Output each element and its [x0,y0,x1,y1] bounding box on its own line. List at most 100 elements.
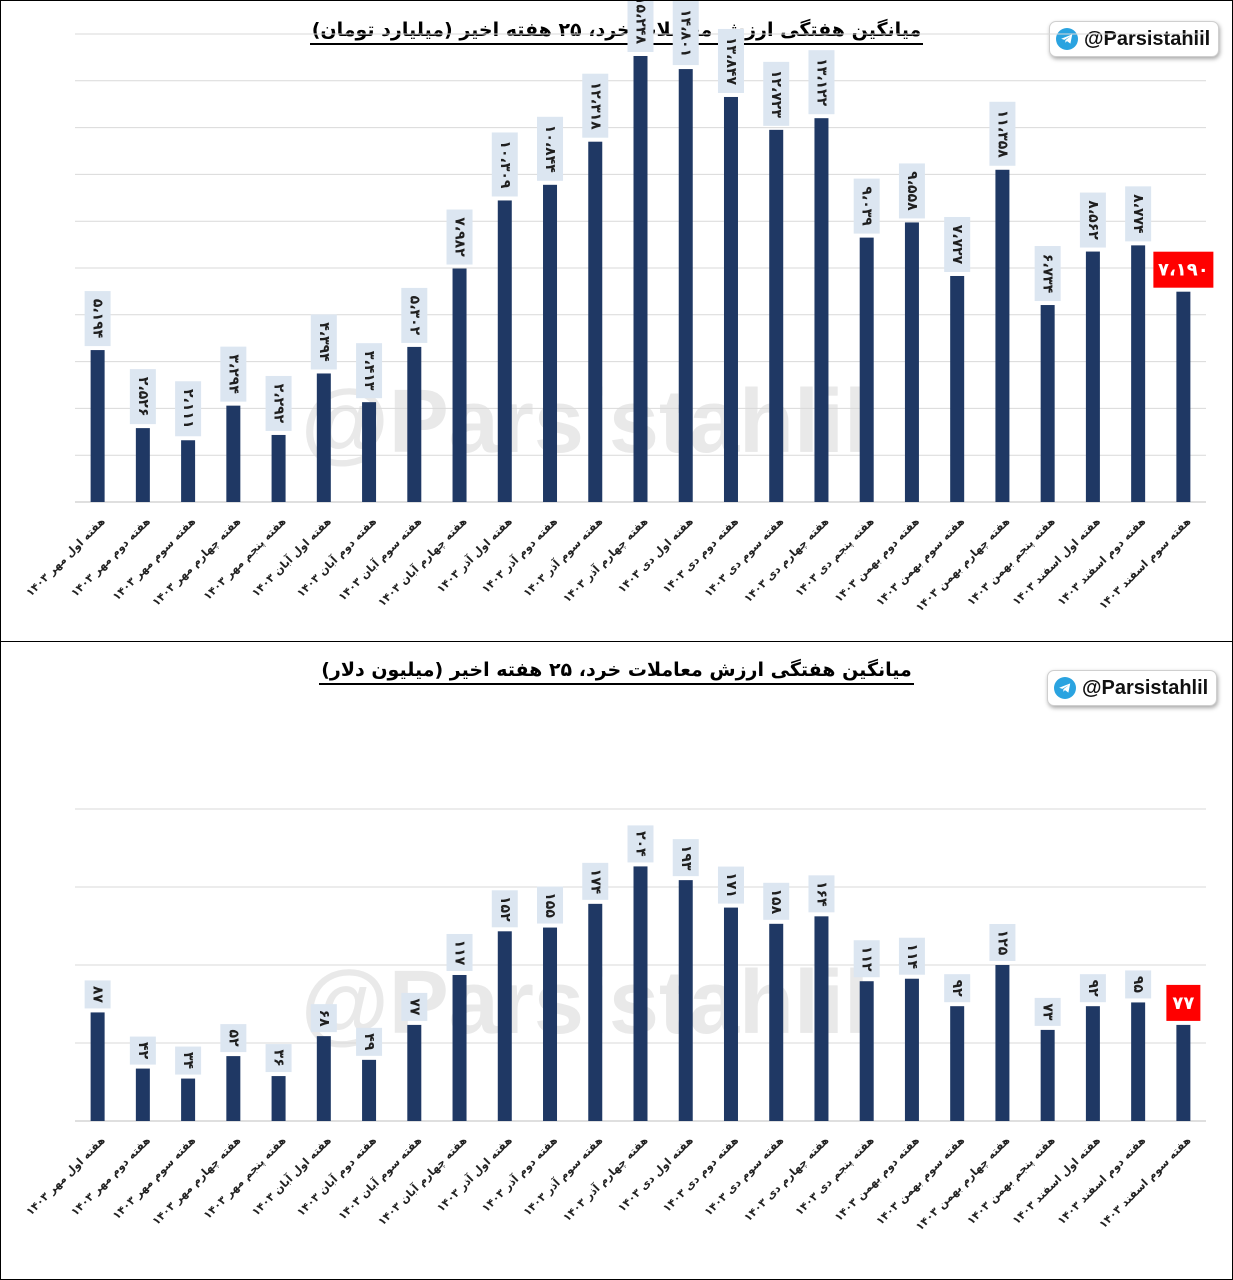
x-tick-label: هفته چهارم دی ۱۴۰۳ [741,515,831,605]
label-text: ۴۹ [361,1033,377,1051]
label-box [763,882,790,920]
bar [723,907,738,1121]
label-box [989,924,1016,961]
label-text: ۸،۷۷۴ [1130,194,1146,234]
label-text: ۱۵۸ [768,888,784,914]
data-label: ۹،۰۳۹ [853,178,880,234]
bar [904,978,919,1121]
data-label: ۱۰،۳۰۹ [491,132,518,197]
label-text: ۵۲ [225,1030,241,1048]
telegram-handle: @Parsistahlil [1084,27,1211,50]
telegram-badge[interactable]: @Parsistahlil [1049,21,1220,57]
data-label: ۱۷۱ [717,866,744,904]
label-text: ۲۰۴ [633,831,649,857]
label-box [717,866,744,904]
x-tick-label: هفته دوم بهمن ۱۴۰۳ [832,1134,922,1224]
label-box [310,314,337,370]
data-label: ۵۲ [220,1024,247,1053]
telegram-handle: @Parsistahlil [1082,676,1209,699]
x-tick-label: هفته سوم بهمن ۱۴۰۳ [874,1134,968,1228]
x-tick-label: هفته اول دی ۱۴۰۳ [615,1134,696,1215]
bar [950,1006,965,1121]
data-label: ۳۶ [265,1044,292,1073]
label-text: ۱۱۷ [452,940,468,966]
label-box [175,381,202,437]
data-label: ۳،۲۹۴ [220,346,247,402]
data-label: ۵،۳۰۲ [401,287,428,343]
label-box [582,862,609,900]
label-box [265,1044,292,1073]
label-text: ۱۰،۳۰۹ [497,140,513,188]
bar [226,405,241,502]
bar [181,440,196,502]
bar [995,169,1010,502]
bar [543,184,558,503]
telegram-badge[interactable]: @Parsistahlil [1047,670,1218,706]
x-tick-label: هفته دوم آذر ۱۴۰۳ [479,514,561,596]
x-tick-label: هفته دوم آبان ۱۴۰۳ [294,514,380,600]
label-text: ۹۲ [949,980,965,998]
bar-chart-toman: ۵،۱۹۴ هفته اول مهر ۱۴۰۳ ۲،۵۲۶ هفته دوم مهر … [24,1,1214,614]
label-box [491,890,518,928]
x-tick-label: هفته پنجم مهر ۱۴۰۳ [201,515,289,603]
data-label: ۱۳،۸۴۷ [717,28,744,93]
x-tick-label: هفته سوم آذر ۱۴۰۳ [520,514,605,599]
label-text: ۴۲ [135,1042,151,1060]
highlight-label-text: ۷۷ [1172,993,1194,1014]
data-label: ۱۲۵ [989,924,1016,961]
label-box [898,937,925,975]
data-label: ۳،۴۱۳ [356,343,383,399]
data-label: ۱۱،۳۵۸ [989,101,1016,166]
x-tick-label: هفته پنجم بهمن ۱۴۰۳ [965,515,1058,608]
label-box [84,291,111,347]
label-box [1125,186,1152,242]
label-text: ۱۲،۷۲۳ [768,70,784,118]
x-tick-label: هفته پنجم بهمن ۱۴۰۳ [965,1134,1058,1227]
data-label: ۹،۵۵۸ [898,163,925,219]
data-label: ۱۲،۳۱۸ [582,73,609,138]
bar [769,129,784,503]
label-text: ۱۰،۸۴۴ [542,125,558,173]
x-tick-label: هفته چهارم مهر ۱۴۰۳ [150,1134,244,1228]
highlight-label-box [1166,984,1201,1021]
data-label: ۱۵۲ [491,890,518,928]
label-box [763,61,790,126]
data-label: ۲،۲۹۲ [265,375,292,431]
label-box [1079,974,1106,1003]
x-tick-label: هفته چهارم آبان ۱۴۰۳ [375,1133,470,1228]
label-text: ۸۷ [90,986,106,1004]
label-text: ۸،۵۶۲ [1085,200,1101,240]
label-text: ۱۱،۳۵۸ [994,110,1010,158]
bar [859,237,874,502]
x-tick-label: هفته پنجم دی ۱۴۰۳ [793,515,877,599]
data-label: ۳۴ [175,1046,202,1075]
bar [316,1036,331,1121]
bar [362,402,377,502]
x-tick-label: هفته پنجم مهر ۱۴۰۳ [201,1134,289,1222]
bar [1176,291,1191,502]
x-tick-label: هفته دوم اسفند ۱۴۰۳ [1055,1134,1148,1227]
bar [904,222,919,502]
label-text: ۷۳ [1040,1003,1056,1021]
bar [769,923,784,1121]
label-text: ۳،۴۱۳ [361,351,377,391]
x-tick-label: هفته سوم اسفند ۱۴۰۳ [1096,515,1193,612]
chart-panel-dollar: @Parsistahlil میانگین هفتگی ارزش معاملات… [0,641,1233,1280]
data-label: ۱۲،۷۲۳ [763,61,790,126]
label-box [491,132,518,197]
x-tick-label: هفته سوم مهر ۱۴۰۳ [110,515,198,603]
bar [543,927,558,1121]
bar [452,268,467,502]
chart-title-text: میانگین هفتگی ارزش معاملات خرد، ۲۵ هفته … [319,659,914,685]
telegram-icon [1054,677,1076,699]
label-text: ۱۷۱ [723,872,739,898]
x-tick-label: هفته سوم دی ۱۴۰۳ [702,515,787,600]
data-label: ۸۷ [84,980,111,1009]
label-box [808,875,835,913]
bar [1085,1006,1100,1121]
data-label: ۷۳ [1034,997,1061,1026]
bar [271,1076,286,1121]
x-tick-label: هفته چهارم دی ۱۴۰۳ [741,1134,831,1224]
label-text: ۱۳،۸۴۷ [723,37,739,85]
label-box [84,980,111,1009]
